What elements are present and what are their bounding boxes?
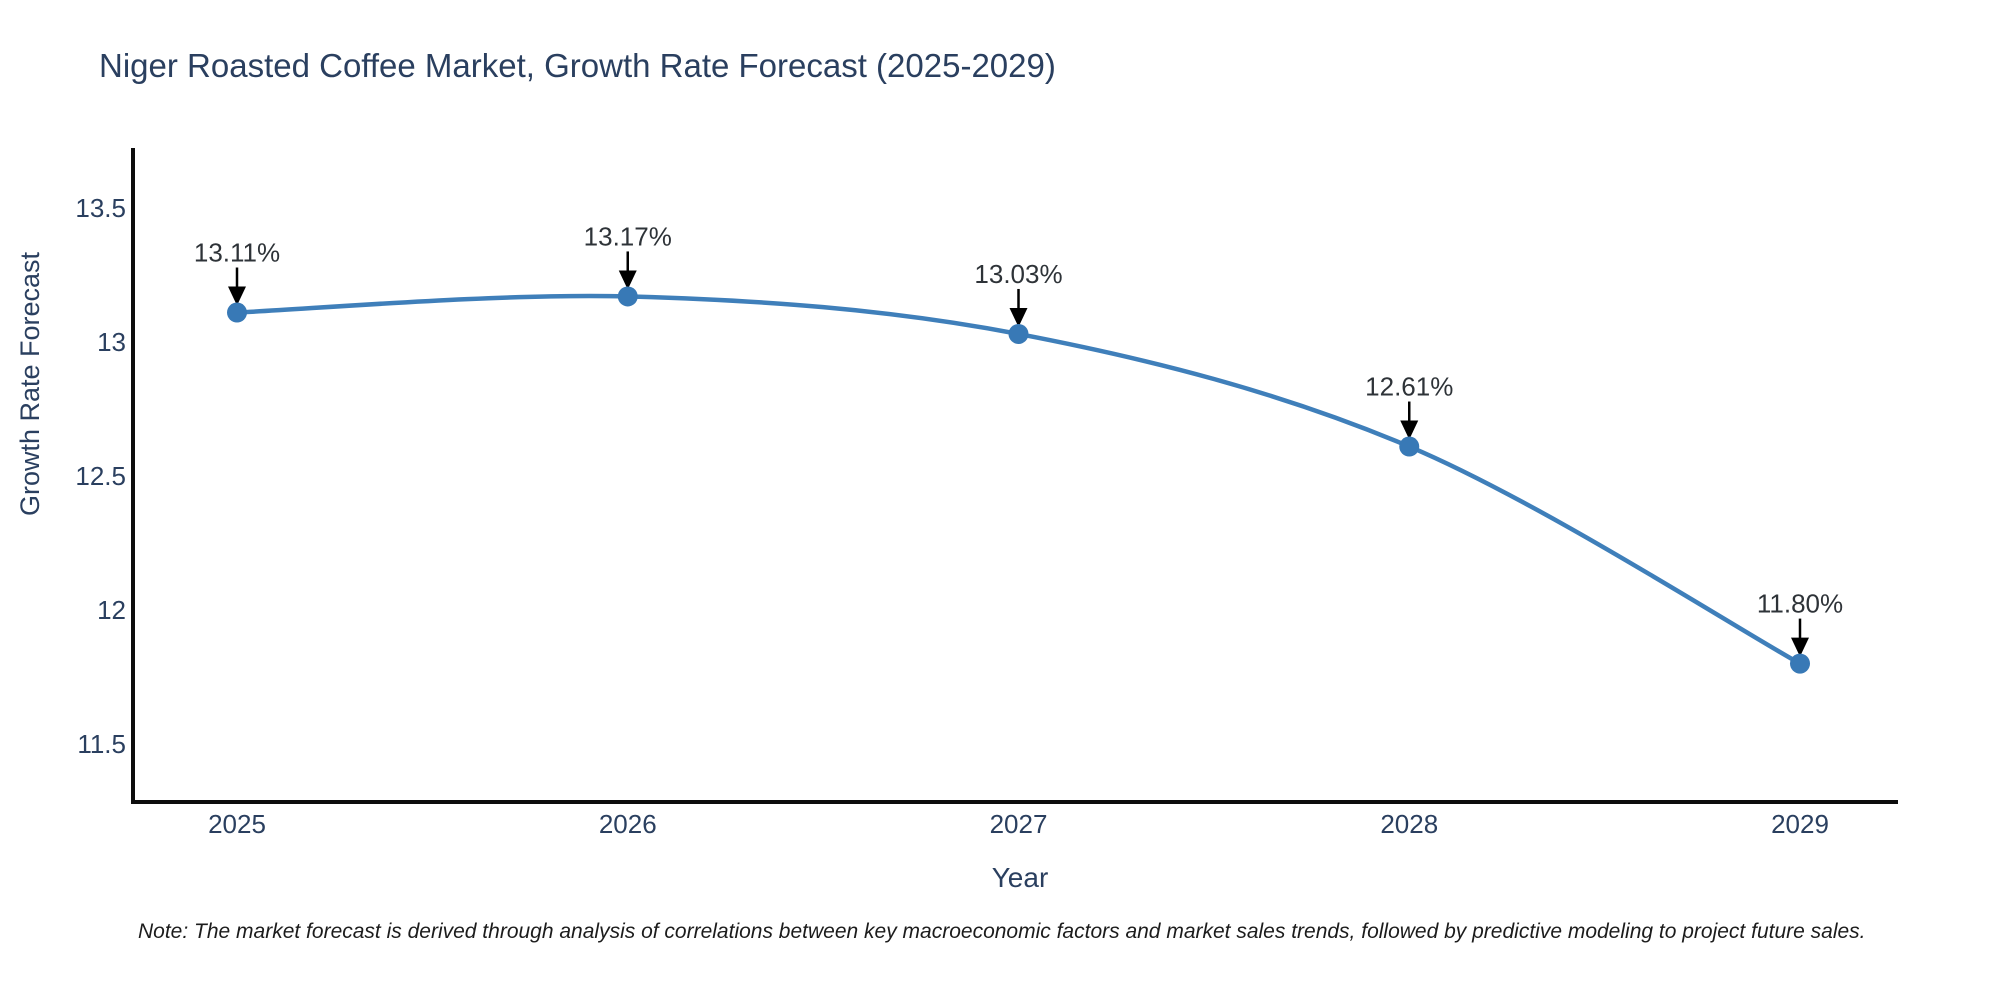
data-point-marker [617,286,638,307]
data-point-marker [227,302,247,323]
annotation-arrowhead [1009,307,1028,327]
data-point-marker [1399,436,1420,457]
annotation-arrowhead [228,286,246,306]
data-point-marker [1790,653,1810,674]
point-annotation: 13.11% [194,238,280,268]
x-tick-label: 2027 [990,809,1048,839]
annotation-arrowhead [618,270,637,290]
y-tick-label: 11.5 [77,729,126,759]
x-tick-label: 2025 [208,809,266,839]
x-tick-label: 2029 [1771,809,1829,839]
x-tick-label: 2028 [1380,809,1438,839]
annotation-arrowhead [1791,637,1809,657]
y-tick-label: 13.5 [75,193,126,223]
point-annotation: 11.80% [1757,589,1843,619]
y-tick-label: 13 [97,327,126,357]
y-tick-label: 12 [97,595,126,625]
x-tick-label: 2026 [599,809,657,839]
data-point-marker [1008,323,1029,344]
footnote: Note: The market forecast is derived thr… [138,920,1866,943]
annotation-arrowhead [1400,420,1419,440]
y-tick-label: 12.5 [75,461,126,491]
chart-title: Niger Roasted Coffee Market, Growth Rate… [99,47,1056,84]
point-annotation: 12.61% [1365,372,1453,402]
x-axis-title: Year [991,862,1049,893]
point-annotation: 13.03% [974,259,1062,289]
point-annotation: 13.17% [584,221,672,251]
series-line [234,293,1803,666]
